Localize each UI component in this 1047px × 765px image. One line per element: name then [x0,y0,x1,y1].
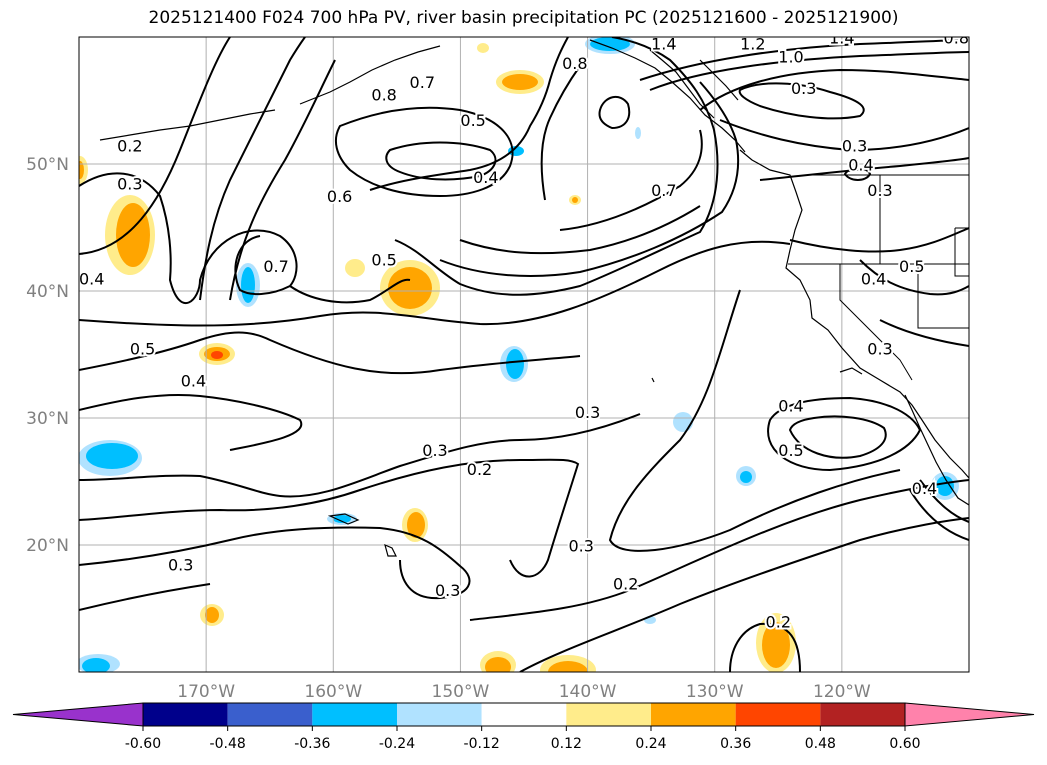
contour-value-label: 0.7 [410,73,435,92]
contour-value-label: 0.2 [117,136,142,155]
contour-value-label: 1.2 [740,35,765,54]
lat-tick-label: 40°N [26,282,69,302]
colorbar-extend-min [12,702,144,727]
colorbar-tick-label: 0.60 [889,736,920,752]
contour-value-label: 0.3 [867,340,892,359]
contour-value-label: 0.5 [899,257,924,276]
colorbar-tick-label: -0.36 [294,736,330,752]
contour-value-label: 0.4 [848,155,873,174]
contour-value-label: 0.3 [867,181,892,200]
lon-tick-label: 160°W [304,682,362,702]
lon-tick-label: 120°W [813,682,871,702]
contour-value-label: 0.3 [422,441,447,460]
colorbar-segment [735,703,821,726]
contour-value-label: 0.4 [861,270,886,289]
lon-tick-label: 140°W [559,682,617,702]
contour-value-label: 1.0 [778,47,803,66]
contour-value-label: 0.2 [766,613,791,632]
colorbar-segment [312,703,397,726]
colorbar-segment [227,703,313,726]
contour-value-label: 0.5 [778,441,803,460]
lat-tick-label: 50°N [26,155,69,175]
colorbar-segment [143,703,228,726]
contour-value-label: 1.4 [829,28,854,47]
colorbar-tick-label: 0.36 [720,736,751,752]
contour-value-label: 0.3 [791,79,816,98]
contour-value-label: 0.3 [568,536,593,555]
colorbar-segment [397,703,482,726]
longitude-tick-labels: 170°W 160°W 150°W 140°W 130°W 120°W [177,682,871,702]
contour-value-label: 0.4 [79,270,104,289]
colorbar-tick-label: -0.60 [125,736,161,752]
colorbar-tick-label: -0.12 [464,736,500,752]
pv-contours [79,37,969,672]
chart-title: 2025121400 F024 700 hPa PV, river basin … [148,8,899,28]
colorbar-segment [651,703,736,726]
contour-value-label: 0.5 [371,251,396,270]
contour-value-label: 0.8 [371,86,396,105]
contour-value-label: 0.8 [944,28,969,47]
colorbar-tick-label: 0.24 [635,736,666,752]
contour-value-label: 0.2 [467,460,492,479]
precip-shading [79,37,959,672]
contour-value-label: 0.2 [613,574,638,593]
contour-value-label: 0.4 [473,168,498,187]
contour-value-label: 1.4 [651,35,676,54]
contour-value-label: 0.4 [181,371,206,390]
state-borders [788,174,969,381]
colorbar-tick-label: -0.48 [210,736,246,752]
lon-tick-label: 170°W [177,682,235,702]
contour-value-label: 0.4 [778,397,803,416]
colorbar [12,702,1035,731]
contour-value-label: 0.3 [435,581,460,600]
lon-tick-label: 150°W [432,682,490,702]
lat-tick-label: 20°N [26,536,69,556]
colorbar-segment [566,703,651,726]
colorbar-extend-max [904,702,1035,727]
colorbar-tick-labels: -0.60 -0.48 -0.36 -0.24 -0.12 0.12 0.24 0.36 0.4… [125,736,921,752]
colorbar-segment [481,703,567,726]
contour-value-label: 0.3 [575,403,600,422]
plot-frame [78,36,970,673]
lon-tick-label: 130°W [686,682,744,702]
contour-value-label: 0.3 [117,174,142,193]
contour-value-label: 0.8 [562,54,587,73]
contour-value-label: 0.3 [168,555,193,574]
contour-labels: 0.20.30.40.50.60.7 0.50.80.70.50.40.80.71… [79,28,969,634]
colorbar-tick-label: 0.48 [805,736,836,752]
contour-value-label: 0.6 [327,187,352,206]
contour-value-label: 0.7 [263,257,288,276]
colorbar-frame [142,702,906,727]
colorbar-segment [820,703,905,726]
contour-value-label: 0.4 [912,479,937,498]
colorbar-tick-label: 0.12 [551,736,582,752]
lat-tick-label: 30°N [26,409,69,429]
contour-value-label: 0.3 [842,136,867,155]
latitude-tick-labels: 50°N 40°N 30°N 20°N [26,155,69,556]
contour-value-label: 0.5 [130,340,155,359]
colorbar-tick-label: -0.24 [379,736,415,752]
contour-value-label: 0.7 [651,181,676,200]
contour-value-label: 0.5 [460,111,485,130]
